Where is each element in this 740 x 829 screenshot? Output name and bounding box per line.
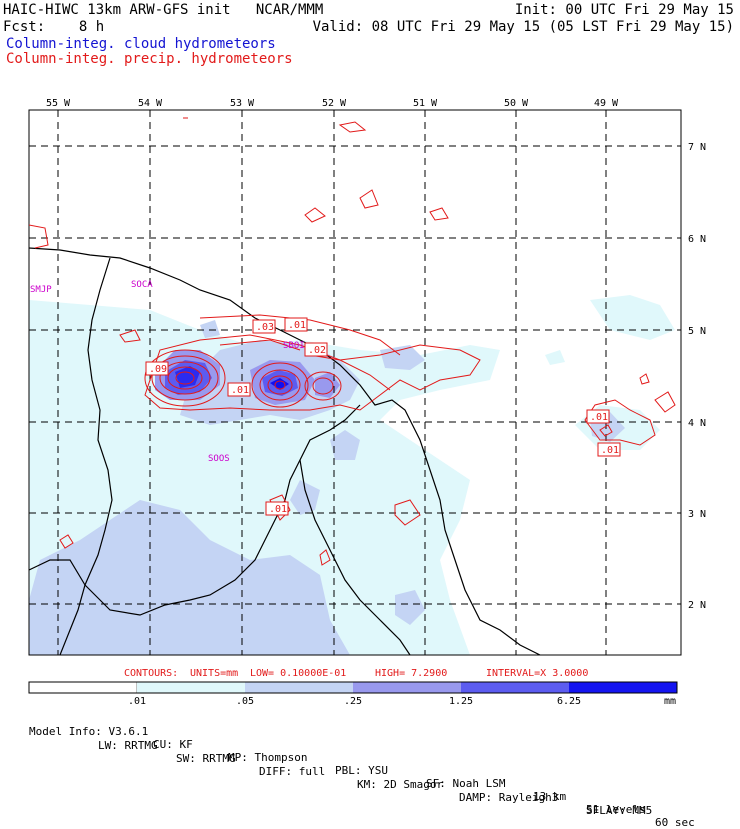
colorbar-tick: 1.25 <box>449 696 473 707</box>
station-label: SOCA <box>131 280 153 290</box>
contour-info-interval: INTERVAL=X 3.0000 <box>486 668 588 679</box>
colorbar-tick: .25 <box>344 696 362 707</box>
contour-info-label: CONTOURS: <box>124 668 178 679</box>
lon-label: 52 W <box>322 98 347 109</box>
init-time: Init: 00 UTC Fri 29 May 15 <box>514 2 734 18</box>
contour-label: .09 <box>149 364 167 375</box>
shade-level-1-region <box>40 312 80 330</box>
lat-label: 7 N <box>688 142 706 153</box>
lon-label: 53 W <box>230 98 255 109</box>
contour-label: .03 <box>256 322 274 333</box>
contour-info: CONTOURS: UNITS=mm LOW= 0.10000E-01 HIGH… <box>124 668 588 679</box>
lon-label: 50 W <box>504 98 529 109</box>
colorbar <box>28 681 678 694</box>
lat-label: 5 N <box>688 326 706 337</box>
contour-info-high: HIGH= 7.2900 <box>375 668 447 679</box>
model-info-version: Model Info: V3.6.1 <box>29 725 149 738</box>
shade-level-2-region <box>200 320 220 338</box>
lat-label: 6 N <box>688 234 706 245</box>
lat-label: 3 N <box>688 509 706 520</box>
lat-label: 4 N <box>688 418 706 429</box>
valid-time: Valid: 08 UTC Fri 29 May 15 (05 LST Fri … <box>312 19 734 35</box>
lat-label: 2 N <box>688 600 706 611</box>
shade-level-2-region <box>29 500 350 655</box>
legend-precip-hydrometeors: Column-integ. precip. hydrometeors <box>6 51 293 67</box>
model-info-sflay: SFLAY: MM5 <box>586 804 653 817</box>
coastline <box>29 247 541 655</box>
station-label: SMJP <box>30 285 52 295</box>
longitude-labels: 55 W 54 W 53 W 52 W 51 W 50 W 49 W <box>46 98 619 109</box>
latitude-labels: 7 N 6 N 5 N 4 N 3 N 2 N <box>688 142 706 611</box>
lon-label: 49 W <box>594 98 619 109</box>
station-label: SOOS <box>208 454 230 464</box>
shade-level-1-region <box>590 295 675 340</box>
legend-cloud-hydrometeors: Column-integ. cloud hydrometeors <box>6 36 276 52</box>
colorbar-tick: .05 <box>236 696 254 707</box>
lon-label: 51 W <box>413 98 438 109</box>
model-info-timestep: 60 sec <box>655 816 695 829</box>
shade-level-2-region <box>330 430 360 460</box>
contour-label: .02 <box>308 345 326 356</box>
lon-label: 55 W <box>46 98 71 109</box>
forecast-hour: Fcst: 8 h <box>3 19 105 35</box>
model-info-diff: DIFF: full <box>259 765 326 778</box>
shade-level-2-region <box>290 480 320 515</box>
map-canvas: .03 .01 .02 .09 .01 .01 .01 .01 SMJP SOC… <box>28 98 706 707</box>
shade-level-2-region <box>380 345 425 370</box>
model-info-lw: LW: RRTMG <box>98 739 158 752</box>
map-frame <box>28 109 682 656</box>
contour-label: .01 <box>601 445 619 456</box>
contour-label: .01 <box>231 385 249 396</box>
model-info-mp: MP: Thompson <box>228 751 308 764</box>
shade-level-2-region <box>395 590 425 625</box>
contour-info-low: LOW= 0.10000E-01 <box>250 668 346 679</box>
map-title: HAIC-HIWC 13km ARW-GFS init NCAR/MMM <box>3 2 324 18</box>
contour-labels: .03 .01 .02 .09 .01 .01 .01 .01 <box>145 317 621 516</box>
shade-level-5-region <box>175 366 200 388</box>
station-label: SBOI <box>283 341 305 351</box>
contour-label: .01 <box>288 320 306 331</box>
station-labels: SMJP SOCA SOOS SBOI <box>30 280 305 464</box>
colorbar-tick: .01 <box>128 696 146 707</box>
cloud-shading <box>29 295 675 655</box>
contour-label: .01 <box>590 412 608 423</box>
shade-level-1-region <box>545 350 565 365</box>
contour-label: .01 <box>269 504 287 515</box>
latlon-grid <box>29 110 681 655</box>
contour-info-units: UNITS=mm <box>190 668 238 679</box>
colorbar-tick: 6.25 <box>557 696 581 707</box>
colorbar-ticks: .01 .05 .25 1.25 6.25 mm <box>128 696 676 707</box>
model-info-km: KM: 2D Smagor <box>357 778 444 791</box>
model-info-pbl: PBL: YSU <box>335 764 388 777</box>
colorbar-unit: mm <box>664 696 676 707</box>
lon-label: 54 W <box>138 98 163 109</box>
model-info-sw: SW: RRTMG <box>176 752 236 765</box>
model-info-damp: DAMP: Rayleigh3 <box>459 791 559 804</box>
